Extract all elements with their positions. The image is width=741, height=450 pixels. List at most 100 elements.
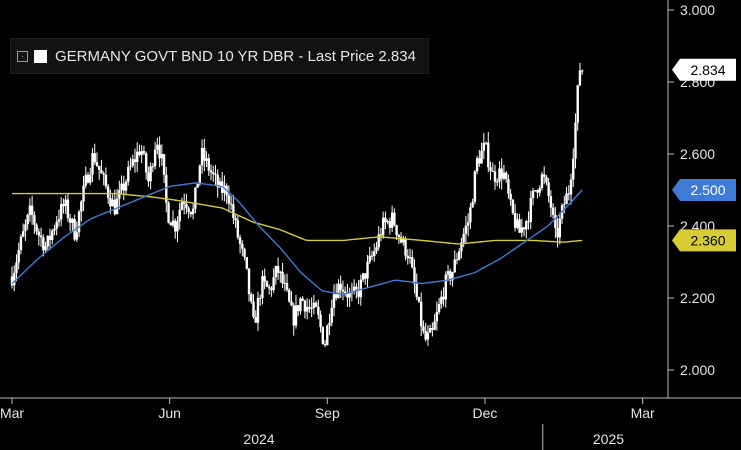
price-candle-body — [294, 305, 298, 326]
price-candle-body — [558, 218, 562, 238]
price-candle-body — [91, 153, 94, 175]
price-candle-body — [279, 271, 282, 273]
ma-long-label-text: 2.360 — [690, 232, 725, 248]
price-candle-body — [317, 306, 320, 315]
price-candle-body — [408, 257, 412, 259]
price-candle-body — [433, 321, 436, 330]
price-candle-body — [415, 283, 418, 297]
price-candle-body — [283, 282, 286, 284]
price-candle-body — [122, 183, 126, 191]
price-candle-body — [451, 272, 454, 281]
last-price-label-text: 2.834 — [690, 62, 725, 78]
price-candle-body — [529, 198, 532, 222]
price-candle-body — [462, 233, 465, 243]
price-candle-body — [525, 221, 528, 230]
price-candle-body — [516, 219, 519, 228]
price-candle-body — [68, 218, 72, 223]
price-candle-body — [149, 166, 152, 182]
year-label: 2025 — [593, 431, 624, 447]
price-candle-body — [234, 217, 237, 221]
price-candle-body — [165, 174, 168, 203]
price-candle-body — [89, 174, 92, 183]
price-candle-body — [64, 199, 67, 207]
price-candle-body — [276, 266, 280, 273]
price-candle-body — [84, 174, 87, 186]
price-candle-body — [98, 165, 101, 170]
price-candle-body — [124, 181, 128, 191]
price-candle-body — [386, 221, 389, 223]
price-candle-body — [174, 220, 177, 232]
price-candle-body — [113, 199, 117, 215]
price-candle-body — [393, 212, 396, 226]
price-candle-body — [413, 267, 416, 284]
price-candle-body — [203, 147, 206, 161]
y-tick-label: 2.600 — [680, 146, 715, 162]
price-candle-body — [473, 171, 477, 202]
price-candle-body — [104, 174, 108, 187]
price-candle-body — [160, 154, 164, 159]
price-candle-body — [142, 151, 146, 154]
price-candle-body — [563, 204, 566, 206]
price-candle-body — [106, 186, 110, 198]
price-candle-body — [361, 273, 365, 280]
price-candle-body — [200, 147, 204, 166]
price-candle-body — [348, 292, 351, 298]
price-candle-body — [252, 301, 255, 317]
price-candle-body — [111, 199, 114, 207]
price-candle-body — [189, 212, 193, 215]
price-candle-body — [498, 168, 501, 182]
price-candle-body — [366, 261, 369, 279]
price-candle-body — [71, 219, 74, 223]
price-candle-body — [355, 286, 358, 290]
price-candle-body — [86, 174, 90, 183]
price-candle-body — [55, 221, 58, 229]
price-candle-body — [352, 286, 356, 292]
price-candle-body — [109, 197, 112, 207]
price-candle-body — [229, 203, 233, 205]
price-candle-body — [194, 187, 197, 209]
price-candle-body — [24, 224, 27, 232]
price-candle-body — [115, 198, 119, 215]
price-candle-body — [236, 220, 240, 238]
price-candle-body — [26, 214, 29, 225]
price-candle-body — [57, 219, 61, 222]
price-candle-body — [39, 235, 43, 238]
year-label: 2024 — [243, 431, 274, 447]
price-candle-body — [75, 232, 79, 240]
price-candle-body — [171, 220, 175, 226]
legend-toggle-icon[interactable]: · — [17, 50, 28, 62]
price-candle-body — [270, 288, 273, 291]
price-candle-body — [339, 283, 342, 290]
price-candle-body — [51, 230, 54, 240]
price-candle-body — [381, 217, 385, 236]
price-candle-body — [455, 259, 459, 261]
price-candle-body — [314, 302, 318, 307]
price-candle-body — [442, 296, 445, 300]
price-candle-body — [469, 207, 472, 223]
ma-short-label-text: 2.500 — [690, 182, 725, 198]
price-candle-body — [556, 228, 559, 238]
price-candle-body — [133, 159, 137, 163]
ma-long-label: 2.360 — [672, 229, 736, 252]
price-candle-body — [395, 225, 398, 235]
price-candle-body — [196, 183, 199, 188]
chart-legend[interactable]: · GERMANY GOVT BND 10 YR DBR - Last Pric… — [10, 38, 429, 74]
price-candle-body — [272, 277, 275, 291]
price-candle-body — [176, 221, 179, 232]
price-candle-body — [370, 255, 374, 257]
price-candle-body — [13, 273, 16, 286]
price-candle-body — [551, 207, 555, 215]
price-candle-body — [390, 212, 394, 228]
legend-swatch — [34, 49, 47, 63]
price-candle-body — [30, 205, 34, 215]
price-candle-body — [489, 167, 492, 172]
y-tick-label: 2.000 — [680, 362, 715, 378]
price-candle-body — [578, 70, 582, 86]
price-candle-body — [205, 158, 208, 161]
price-candle-body — [100, 169, 103, 174]
price-candle-body — [48, 235, 52, 240]
price-candle-body — [261, 276, 264, 299]
price-candle-body — [241, 243, 244, 249]
ma-long-line — [12, 192, 583, 245]
